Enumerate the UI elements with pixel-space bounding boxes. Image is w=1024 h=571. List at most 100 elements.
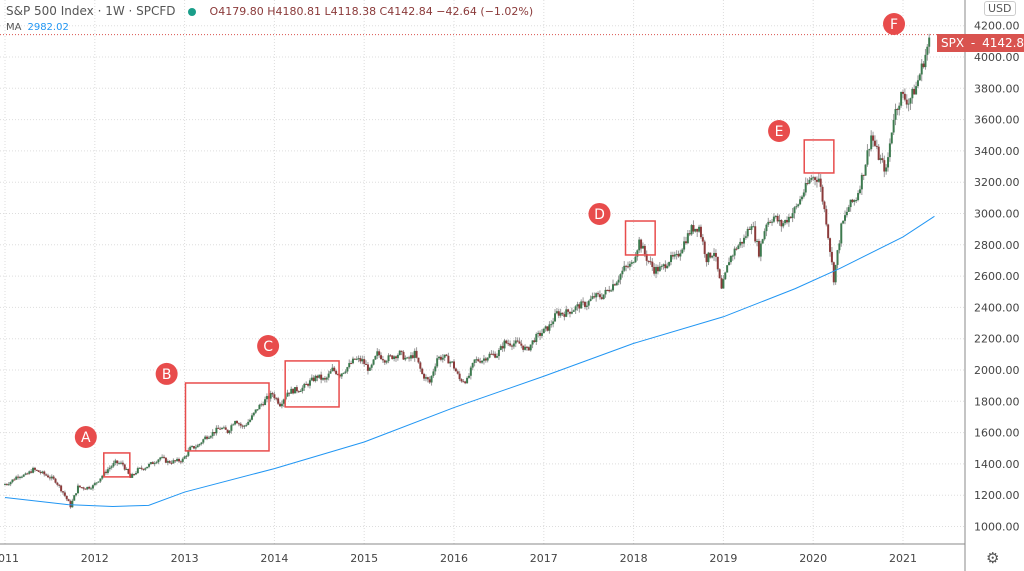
candle-body <box>658 266 661 272</box>
candle-body <box>572 310 575 312</box>
candle-body <box>290 388 293 394</box>
candle-body <box>271 393 274 395</box>
annotation-marker <box>155 362 178 385</box>
candle-body <box>733 248 736 256</box>
candle-body <box>812 177 815 179</box>
candle-body <box>789 216 792 219</box>
candle-body <box>535 333 538 342</box>
candle-body <box>24 473 27 475</box>
candle-body <box>817 178 820 182</box>
candle-body <box>713 252 716 256</box>
candle-body <box>752 226 755 228</box>
candle-body <box>653 266 656 274</box>
candle-body <box>909 98 912 104</box>
candle-body <box>585 305 588 307</box>
candle-body <box>677 253 680 257</box>
candle-body <box>134 473 137 475</box>
candle-body <box>344 371 347 373</box>
candle-body <box>366 364 369 371</box>
candle-body <box>767 221 770 225</box>
candle-body <box>365 363 368 365</box>
candle-body <box>888 143 891 158</box>
candle-body <box>110 466 113 468</box>
annotation-label: D <box>594 207 605 223</box>
candle-body <box>825 209 828 225</box>
candle-body <box>838 243 841 251</box>
candle-body <box>421 368 424 374</box>
candle-body <box>359 358 362 362</box>
x-tick-label: 2016 <box>440 552 468 565</box>
candle-body <box>84 488 87 490</box>
candle-body <box>69 501 72 508</box>
candle-body <box>256 409 259 411</box>
candle-body <box>381 359 384 361</box>
candle-body <box>269 393 272 399</box>
candle-body <box>924 54 927 68</box>
candle-body <box>222 427 225 429</box>
candle-body <box>748 228 751 230</box>
candle-body <box>219 428 222 430</box>
candle-body <box>35 469 38 471</box>
candle-body <box>335 370 338 375</box>
candle-body <box>559 312 562 316</box>
candle-body <box>844 215 847 221</box>
candle-body <box>832 262 835 283</box>
candle-body <box>151 462 154 465</box>
candle-body <box>249 419 252 422</box>
candle-body <box>385 361 388 363</box>
candle-body <box>885 167 888 172</box>
candle-body <box>245 424 248 426</box>
candle-body <box>393 356 396 359</box>
candle-body <box>582 301 585 303</box>
candle-body <box>842 220 845 224</box>
candle-body <box>797 204 800 207</box>
candle-body <box>514 340 517 344</box>
candle-body <box>71 500 74 508</box>
y-tick-label: 1400.00 <box>974 458 1020 471</box>
candle-body <box>11 479 14 483</box>
candle-body <box>537 332 540 334</box>
y-tick-label: 1000.00 <box>974 521 1020 534</box>
candle-body <box>849 199 852 208</box>
candle-body <box>597 293 600 295</box>
candle-body <box>176 458 179 462</box>
candle-body <box>288 392 291 394</box>
candle-body <box>192 446 195 449</box>
symbol-title[interactable]: S&P 500 Index · 1W · SPCFD <box>6 4 176 18</box>
candle-body <box>527 347 530 351</box>
market-status-icon <box>187 7 196 16</box>
candle-body <box>855 200 858 202</box>
ma-legend[interactable]: MA 2982.02 <box>6 22 69 33</box>
candle-body <box>754 226 757 242</box>
gear-icon[interactable]: ⚙ <box>986 549 1000 567</box>
candle-body <box>20 476 23 478</box>
candle-body <box>207 437 210 439</box>
candle-body <box>348 363 351 368</box>
candle-body <box>626 266 629 268</box>
candle-body <box>404 357 407 360</box>
candle-body <box>554 313 557 322</box>
candle-body <box>574 306 577 311</box>
candle-body <box>469 367 472 376</box>
candle-body <box>168 461 171 463</box>
candle-body <box>664 264 667 269</box>
y-tick-label: 3400.00 <box>974 145 1020 158</box>
currency-button[interactable]: USD <box>984 1 1016 16</box>
candle-body <box>593 296 596 298</box>
candle-body <box>56 482 59 485</box>
candle-body <box>634 256 637 263</box>
candle-body <box>774 215 777 217</box>
candle-body <box>482 358 485 361</box>
candle-body <box>802 192 805 197</box>
candle-body <box>662 264 665 267</box>
candle-body <box>211 432 214 437</box>
candle-body <box>600 297 603 299</box>
candle-body <box>905 99 908 105</box>
candle-body <box>716 256 719 270</box>
candle-body <box>860 174 863 190</box>
candle-body <box>52 476 55 479</box>
candle-body <box>209 436 212 438</box>
candle-body <box>434 366 437 372</box>
annotation-label: A <box>81 430 91 446</box>
